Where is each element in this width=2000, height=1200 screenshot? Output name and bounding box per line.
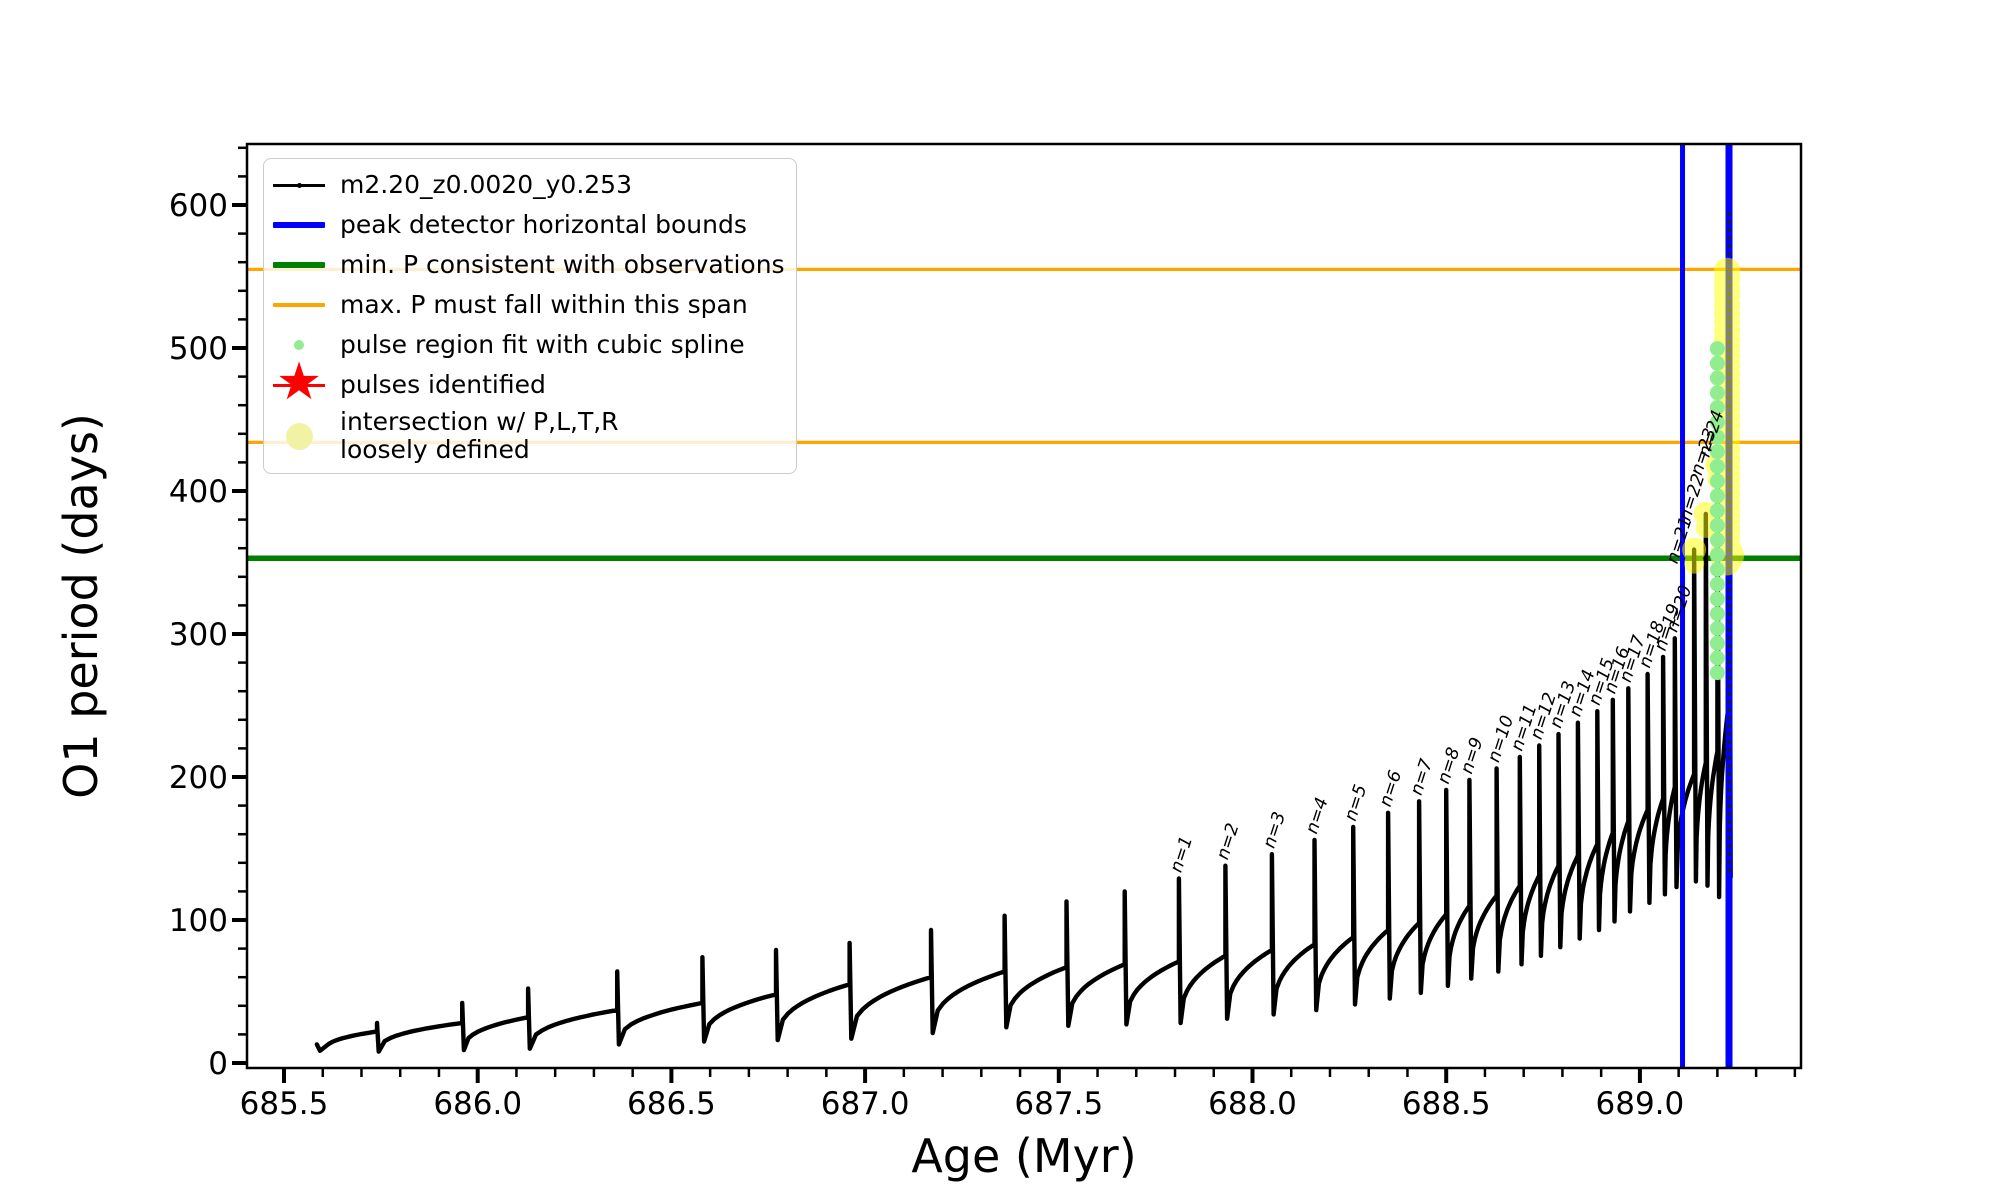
pulse-label: n=9	[1457, 735, 1487, 776]
legend-entry-pulses: ★ pulses identified	[272, 356, 786, 408]
x-tick-labels: 685.5 686.0 686.5 687.0 687.5 688.0 688.5 689.0	[240, 1086, 1685, 1122]
legend-label-spline-fit: pulse region fit with cubic spline	[340, 330, 745, 359]
legend-label-peak-bounds: peak detector horizontal bounds	[340, 210, 747, 239]
x-axis-title: Age (Myr)	[911, 1129, 1136, 1183]
x-tick-label: 689.0	[1596, 1086, 1685, 1122]
x-tick-label: 686.0	[433, 1086, 522, 1122]
y-tick-label: 600	[169, 188, 228, 224]
red-star-icon: ★	[275, 352, 323, 412]
ticks	[232, 146, 1797, 1083]
y-tick-label: 500	[169, 331, 228, 367]
legend-entry-peak-bounds: peak detector horizontal bounds	[272, 205, 786, 245]
spline-fit-marker-icon	[272, 325, 326, 365]
legend-label-max-p-span: max. P must fall within this span	[340, 290, 748, 319]
pulse-label: n=7	[1407, 757, 1437, 798]
legend-entry-max-p-span: max. P must fall within this span	[272, 285, 786, 325]
intersection-marker-icon	[272, 405, 326, 467]
y-tick-label: 200	[169, 760, 228, 796]
x-tick-label: 685.5	[240, 1086, 329, 1122]
pulse-label: n=4	[1302, 795, 1332, 836]
x-tick-label: 688.0	[1208, 1086, 1297, 1122]
legend-label-track: m2.20_z0.0020_y0.253	[340, 170, 632, 199]
evolution-track	[314, 210, 1733, 1054]
spline-fit-dots	[1709, 341, 1725, 681]
axes-interior	[247, 144, 1801, 1068]
y-tick-label: 100	[169, 903, 228, 939]
y-tick-labels: 0 100 200 300 400 500 600	[169, 188, 228, 1082]
pulse-label: n=2	[1213, 821, 1243, 862]
legend-label-pulses: pulses identified	[340, 370, 546, 399]
pulses-marker-icon: ★	[272, 356, 326, 408]
legend-label-intersection: intersection w/ P,L,T,R loosely defined	[340, 407, 619, 464]
pulse-label: n=3	[1260, 809, 1290, 850]
legend-entry-spline-fit: pulse region fit with cubic spline	[272, 325, 786, 365]
x-tick-label: 687.0	[821, 1086, 910, 1122]
pulse-label: n=6	[1376, 768, 1406, 809]
x-tick-label: 687.5	[1014, 1086, 1103, 1122]
max-p-span-marker-icon	[272, 285, 326, 325]
legend-entry-track: m2.20_z0.0020_y0.253	[272, 165, 786, 205]
min-p-marker-icon	[272, 245, 326, 285]
track-marker-icon	[272, 165, 326, 205]
legend-entry-min-p: min. P consistent with observations	[272, 245, 786, 285]
y-tick-label: 0	[208, 1046, 228, 1082]
x-tick-label: 688.5	[1402, 1086, 1491, 1122]
peak-bounds-marker-icon	[272, 205, 326, 245]
legend-entry-intersection: intersection w/ P,L,T,R loosely defined	[272, 405, 786, 467]
pulse-label: n=1	[1167, 834, 1197, 875]
y-tick-label: 300	[169, 617, 228, 653]
y-axis-title: O1 period (days)	[54, 413, 108, 799]
pulse-label: n=5	[1341, 782, 1371, 823]
x-tick-label: 686.5	[627, 1086, 716, 1122]
legend-label-min-p: min. P consistent with observations	[340, 250, 785, 279]
y-tick-label: 400	[169, 474, 228, 510]
